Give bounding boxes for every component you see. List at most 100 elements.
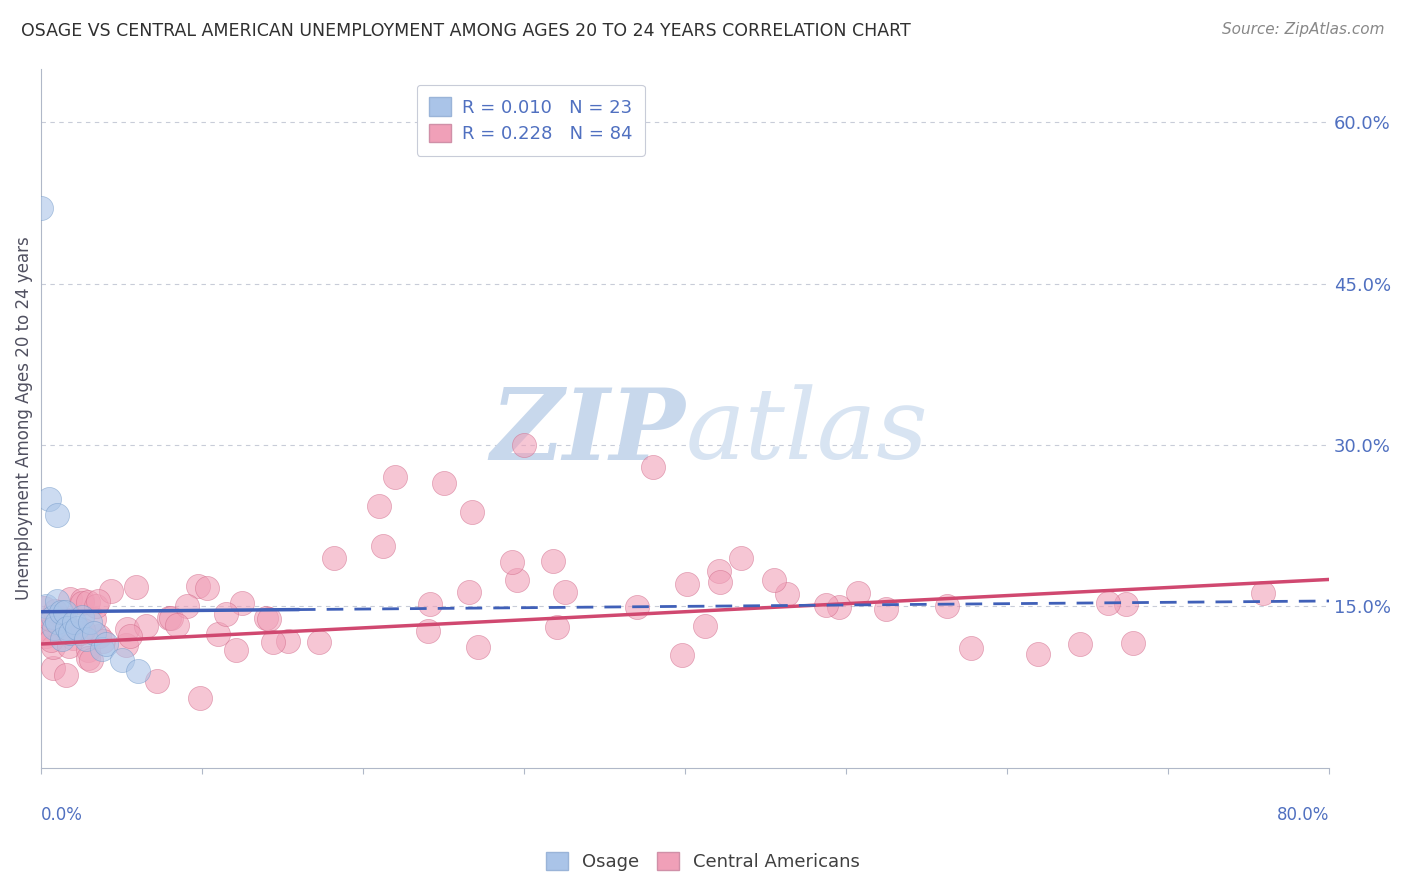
- Point: [513, 438, 536, 452]
- Point: [38, 491, 60, 506]
- Point: [166, 618, 188, 632]
- Point: [37, 624, 59, 638]
- Point: [176, 599, 198, 613]
- Point: [626, 599, 648, 614]
- Point: [42, 640, 65, 655]
- Point: [38, 612, 60, 626]
- Point: [541, 554, 564, 568]
- Point: [323, 551, 346, 566]
- Point: [195, 581, 218, 595]
- Y-axis label: Unemployment Among Ages 20 to 24 years: Unemployment Among Ages 20 to 24 years: [15, 236, 32, 600]
- Point: [87, 629, 110, 643]
- Point: [505, 574, 527, 588]
- Point: [124, 580, 146, 594]
- Legend: R = 0.010   N = 23, R = 0.228   N = 84: R = 0.010 N = 23, R = 0.228 N = 84: [416, 85, 645, 156]
- Point: [59, 626, 82, 640]
- Text: 0.0%: 0.0%: [41, 806, 83, 824]
- Point: [35, 629, 58, 643]
- Point: [72, 596, 94, 610]
- Point: [187, 579, 209, 593]
- Point: [467, 640, 489, 654]
- Point: [641, 459, 664, 474]
- Point: [262, 635, 284, 649]
- Point: [159, 611, 181, 625]
- Point: [207, 627, 229, 641]
- Point: [960, 640, 983, 655]
- Text: Source: ZipAtlas.com: Source: ZipAtlas.com: [1222, 22, 1385, 37]
- Point: [100, 584, 122, 599]
- Point: [419, 597, 441, 611]
- Point: [846, 586, 869, 600]
- Point: [62, 615, 84, 630]
- Point: [44, 604, 66, 618]
- Point: [84, 599, 107, 613]
- Point: [546, 620, 568, 634]
- Point: [72, 623, 94, 637]
- Point: [763, 574, 786, 588]
- Point: [69, 625, 91, 640]
- Point: [709, 574, 731, 589]
- Point: [1122, 636, 1144, 650]
- Point: [460, 505, 482, 519]
- Point: [94, 637, 117, 651]
- Point: [56, 621, 79, 635]
- Point: [875, 602, 897, 616]
- Point: [215, 607, 238, 621]
- Point: [695, 618, 717, 632]
- Point: [671, 648, 693, 662]
- Point: [118, 629, 141, 643]
- Point: [35, 599, 58, 614]
- Point: [814, 599, 837, 613]
- Point: [87, 594, 110, 608]
- Point: [115, 622, 138, 636]
- Point: [55, 668, 77, 682]
- Point: [776, 586, 799, 600]
- Point: [231, 596, 253, 610]
- Point: [730, 550, 752, 565]
- Point: [72, 593, 94, 607]
- Point: [46, 594, 69, 608]
- Point: [146, 674, 169, 689]
- Point: [39, 633, 62, 648]
- Point: [1115, 597, 1137, 611]
- Point: [52, 612, 75, 626]
- Point: [707, 564, 730, 578]
- Point: [42, 660, 65, 674]
- Point: [77, 643, 100, 657]
- Point: [79, 615, 101, 630]
- Point: [225, 642, 247, 657]
- Point: [259, 612, 281, 626]
- Point: [254, 611, 277, 625]
- Point: [373, 539, 395, 553]
- Point: [135, 618, 157, 632]
- Point: [384, 470, 406, 484]
- Point: [127, 664, 149, 678]
- Point: [188, 691, 211, 706]
- Point: [277, 634, 299, 648]
- Point: [433, 475, 456, 490]
- Point: [367, 500, 389, 514]
- Point: [159, 611, 181, 625]
- Text: ZIP: ZIP: [491, 384, 685, 481]
- Text: atlas: atlas: [685, 384, 928, 480]
- Point: [80, 653, 103, 667]
- Point: [46, 615, 69, 630]
- Point: [34, 601, 56, 615]
- Point: [76, 594, 98, 608]
- Point: [1097, 596, 1119, 610]
- Point: [83, 612, 105, 626]
- Point: [49, 605, 72, 619]
- Point: [111, 653, 134, 667]
- Point: [30, 202, 52, 216]
- Legend: Osage, Central Americans: Osage, Central Americans: [538, 845, 868, 879]
- Point: [554, 585, 576, 599]
- Point: [44, 621, 66, 635]
- Point: [59, 592, 82, 607]
- Point: [91, 633, 114, 648]
- Point: [58, 639, 80, 653]
- Point: [51, 632, 73, 646]
- Point: [458, 585, 481, 599]
- Point: [83, 626, 105, 640]
- Point: [1251, 586, 1274, 600]
- Text: OSAGE VS CENTRAL AMERICAN UNEMPLOYMENT AMONG AGES 20 TO 24 YEARS CORRELATION CHA: OSAGE VS CENTRAL AMERICAN UNEMPLOYMENT A…: [21, 22, 911, 40]
